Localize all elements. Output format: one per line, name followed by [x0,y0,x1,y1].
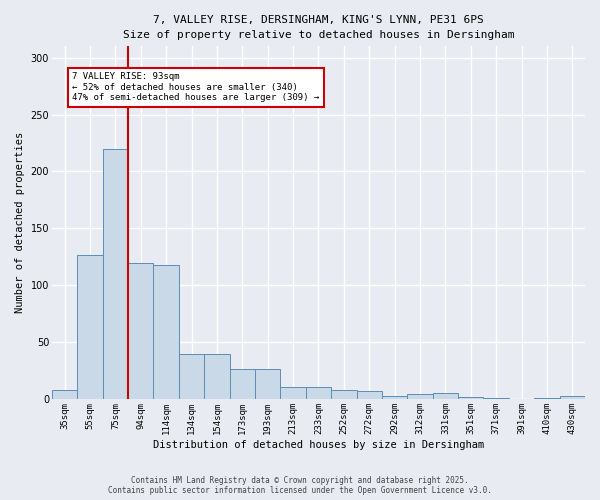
Bar [179,354,204,400]
Bar [204,354,230,400]
Bar [306,387,331,400]
X-axis label: Distribution of detached houses by size in Dersingham: Distribution of detached houses by size … [153,440,484,450]
Bar [433,392,458,400]
Bar [230,368,255,400]
Bar [103,148,128,400]
Bar [382,396,407,400]
Bar [534,398,560,400]
Bar [331,390,356,400]
Bar [356,392,382,400]
Text: Contains HM Land Registry data © Crown copyright and database right 2025.
Contai: Contains HM Land Registry data © Crown c… [108,476,492,495]
Bar [407,394,433,400]
Bar [458,397,484,400]
Text: 7 VALLEY RISE: 93sqm
← 52% of detached houses are smaller (340)
47% of semi-deta: 7 VALLEY RISE: 93sqm ← 52% of detached h… [72,72,320,102]
Bar [154,265,179,400]
Bar [128,262,154,400]
Y-axis label: Number of detached properties: Number of detached properties [15,132,25,314]
Bar [484,398,509,400]
Bar [560,396,585,400]
Bar [77,254,103,400]
Title: 7, VALLEY RISE, DERSINGHAM, KING'S LYNN, PE31 6PS
Size of property relative to d: 7, VALLEY RISE, DERSINGHAM, KING'S LYNN,… [123,15,514,40]
Bar [52,390,77,400]
Bar [255,368,280,400]
Bar [280,387,306,400]
